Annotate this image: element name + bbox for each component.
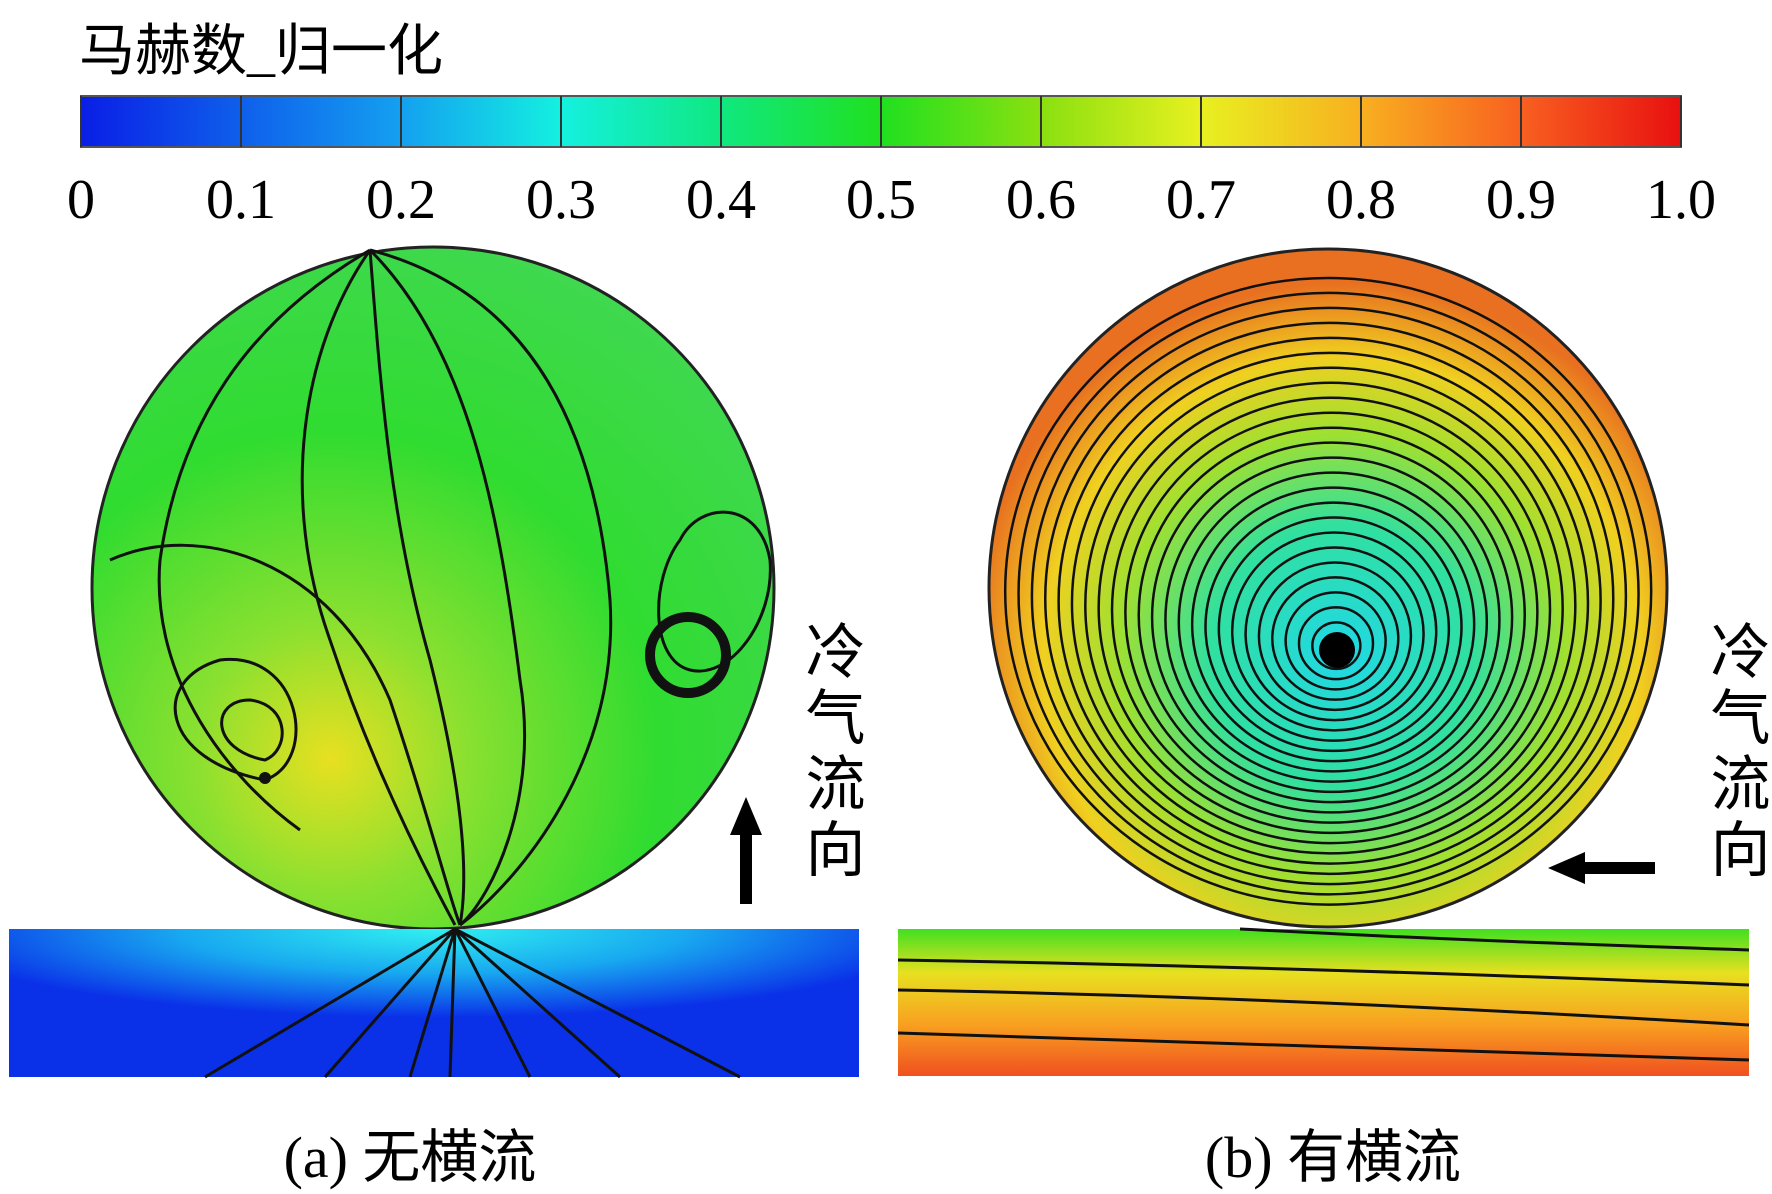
colorbar [80,95,1682,148]
streamline [1017,291,1640,896]
streamlines-a [109,248,772,927]
streamline [1284,591,1387,691]
plate-streamlines-a [204,927,741,1079]
vortex-a [645,612,731,698]
colorbar-title: 马赫数_归一化 [79,21,443,83]
streamline [1070,351,1590,855]
panel-caption: (a) 无横流 [283,1125,537,1190]
streamline [1271,576,1400,701]
streamlines-b [1003,276,1653,906]
streamline [1003,276,1653,906]
streamline [1297,606,1375,681]
streamline [1190,486,1476,763]
streamline [1217,516,1451,742]
streamline [1204,501,1463,753]
streamline [1137,426,1526,804]
vortex-core-b [1319,632,1355,668]
panel-b-domain [987,247,1669,929]
streamline [1150,441,1514,794]
streamline [1110,396,1552,824]
streamline [1084,366,1577,845]
tick-label: 0.5 [846,169,916,231]
streamline [1097,381,1564,835]
tick-label: 0.7 [1166,169,1236,231]
streamline [1230,531,1438,732]
flow-annotation: 冷气流向 [1702,620,1768,884]
streamline [1124,411,1539,814]
panel-caption: (b) 有横流 [1204,1125,1462,1190]
tick-label: 0.2 [366,169,436,231]
tick-label: 0.3 [526,169,596,231]
streamline [1177,471,1489,773]
panel-a-domain [90,245,776,931]
streamline [1164,456,1501,783]
streamline [1311,621,1362,671]
flow-annotation: 冷气流向 [797,620,863,884]
flow-arrow-b [1548,852,1655,884]
plate-streamlines-b [897,927,1750,1062]
tick-label: 0.4 [686,169,756,231]
vortex-core-a [259,772,271,784]
flow-arrow-a [730,797,762,904]
streamline [1044,321,1615,876]
streamline [1244,546,1425,722]
tick-label: 0.6 [1006,169,1076,231]
tick-label: 1.0 [1646,169,1716,231]
tick-label: 0.9 [1486,169,1556,231]
tick-label: 0.1 [206,169,276,231]
streamline [1257,561,1413,712]
streamline [1057,336,1602,865]
tick-label: 0 [67,169,95,231]
tick-label: 0.8 [1326,169,1396,231]
streamline [1030,306,1628,886]
